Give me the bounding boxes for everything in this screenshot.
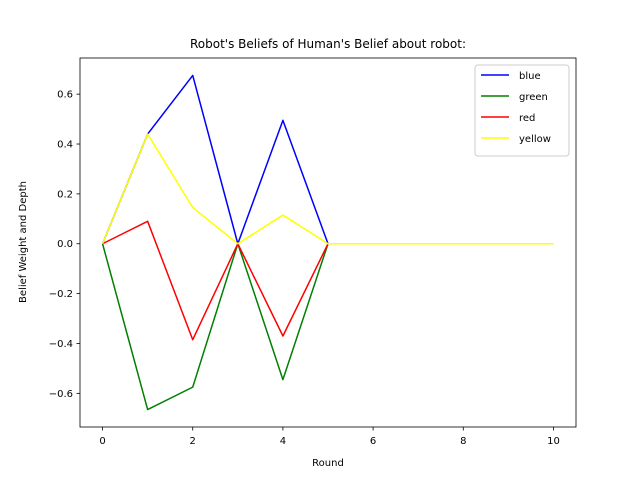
x-tick-label: 6 [370, 436, 376, 447]
x-tick-label: 0 [99, 436, 105, 447]
legend-label-yellow: yellow [519, 134, 551, 145]
y-tick-label: 0.6 [57, 90, 73, 101]
legend-label-blue: blue [519, 71, 541, 82]
y-tick-label: 0.0 [57, 239, 73, 250]
legend-label-red: red [519, 113, 535, 124]
plot-frame [79, 57, 577, 428]
y-tick-label: 0.2 [57, 189, 73, 200]
x-tick-label: 10 [547, 436, 560, 447]
chart-title: Robot's Beliefs of Human's Belief about … [190, 37, 466, 51]
series-line-yellow [101, 133, 554, 245]
legend-label-green: green [519, 92, 548, 103]
x-tick-label: 4 [280, 436, 286, 447]
y-tick-label: −0.6 [49, 389, 73, 400]
y-axis-label: Belief Weight and Depth [18, 181, 29, 303]
y-tick-label: −0.4 [49, 339, 73, 350]
y-axis: −0.6 −0.4 −0.2 0.0 0.2 0.4 0.6 [49, 90, 80, 400]
y-tick-label: 0.4 [57, 140, 73, 151]
legend-box [474, 64, 570, 157]
legend: blue green red yellow [474, 64, 570, 157]
plot-area [101, 74, 554, 411]
x-tick-label: 8 [460, 436, 466, 447]
y-tick-label: −0.2 [49, 289, 73, 300]
x-tick-label: 2 [190, 436, 196, 447]
x-axis-label: Round [312, 458, 344, 469]
x-axis: 0 2 4 6 8 10 [99, 427, 560, 447]
